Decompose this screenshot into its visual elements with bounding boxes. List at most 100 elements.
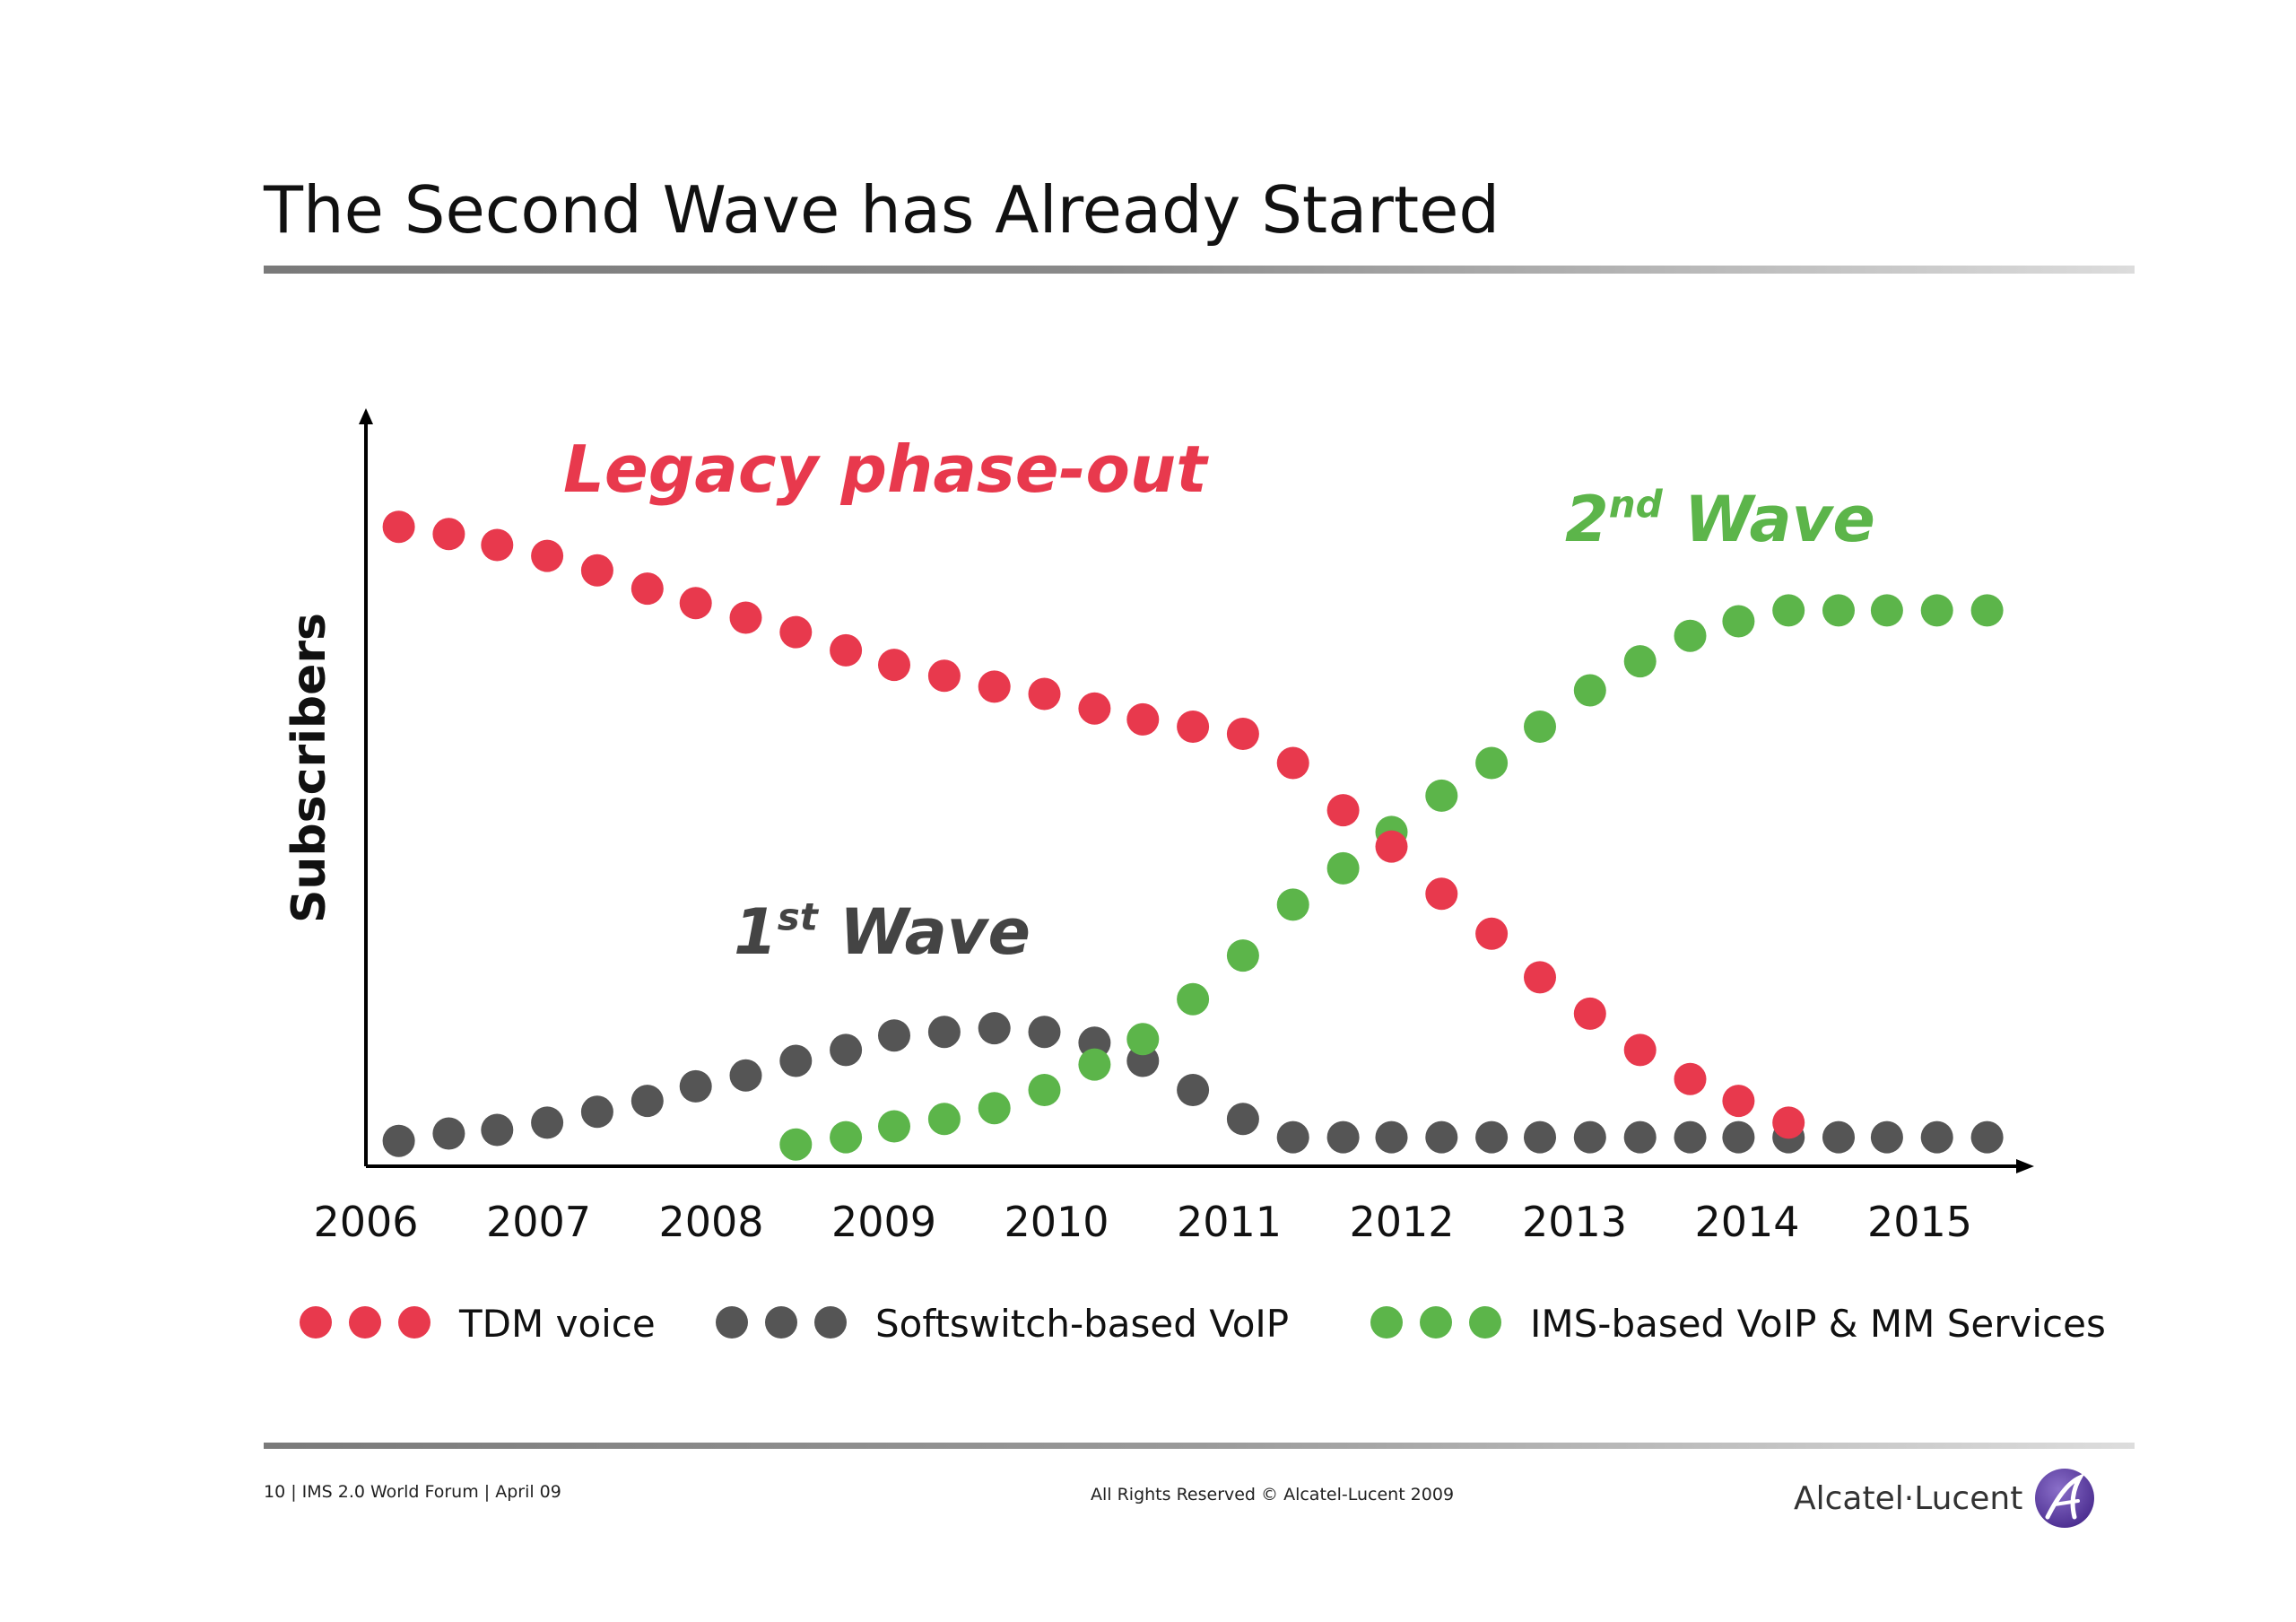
legend-marker [1469,1306,1501,1339]
data-point [1772,1106,1805,1139]
data-point [978,1012,1011,1045]
x-tick-labels: 2006 2007 2008 2009 2010 2011 2012 2013 2014 2015 [313,1198,1972,1246]
data-point [1524,711,1556,743]
data-point [679,587,712,620]
x-tick-label: 2006 [313,1198,418,1246]
data-point [1524,1121,1556,1154]
data-point [1126,702,1160,736]
x-axis-arrow [2016,1159,2034,1173]
y-axis-arrow [359,408,373,424]
legend-label: IMS-based VoIP & MM Services [1530,1302,2106,1346]
alcatel-lucent-logo: Alcatel·Lucent [1794,1466,2096,1530]
footer-left-text: 10 | IMS 2.0 World Forum | April 09 [264,1482,561,1502]
legend-marker [398,1306,430,1339]
legend-marker [349,1306,381,1339]
data-point [1822,1121,1855,1154]
series-softswitch [382,1012,2004,1157]
data-point [1326,851,1360,885]
data-point [1524,961,1556,994]
slide-title: The Second Wave has Already Started [264,172,1500,248]
legend-marker [1420,1306,1452,1339]
data-point [1028,1074,1061,1106]
data-point [1276,746,1309,780]
data-point [580,1095,613,1129]
legend-item-tdm: TDM voice [300,1302,656,1346]
data-point [1870,594,1903,627]
chart-marks [382,510,2004,1161]
y-axis-label: Subscribers [283,613,336,923]
legend-marker [300,1306,332,1339]
data-point [631,1085,664,1118]
annotation-legacy-phase-out: Legacy phase-out [563,432,1209,507]
legend-label: TDM voice [458,1302,656,1346]
x-tick-label: 2013 [1522,1198,1627,1246]
data-point [878,649,910,682]
data-point [729,601,762,634]
title-divider [264,266,2135,274]
data-point [382,1124,415,1157]
legend-item-ims: IMS-based VoIP & MM Services [1370,1302,2106,1346]
data-point [1028,677,1061,711]
data-point [1326,1121,1360,1154]
data-point [1674,1062,1707,1095]
data-point [1425,1121,1458,1154]
data-point [830,1033,863,1067]
footer-copyright: All Rights Reserved © Alcatel-Lucent 200… [1091,1485,1455,1504]
data-point [432,1117,465,1150]
legend-item-softswitch: Softswitch-based VoIP [716,1302,1289,1346]
data-point [1028,1016,1061,1049]
logo-text: Alcatel·Lucent [1794,1479,2023,1517]
footer-divider [264,1443,2135,1449]
data-point [1375,1121,1408,1154]
legend-marker [1370,1306,1403,1339]
data-point [1425,877,1458,911]
data-point [481,528,514,562]
data-point [779,1044,813,1077]
data-point [1226,1103,1259,1136]
x-tick-label: 2011 [1177,1198,1282,1246]
data-point [1822,594,1855,627]
legend-label: Softswitch-based VoIP [875,1302,1289,1346]
data-point [1573,997,1606,1030]
data-point [1722,1121,1755,1154]
data-point [1078,1048,1111,1081]
data-point [1573,674,1606,707]
chart-annotations: Legacy phase-out 1st Wave 2nd Wave [563,432,1875,969]
series-tdm [382,510,1805,1139]
legend-marker [716,1306,748,1339]
data-point [1674,1121,1707,1154]
data-point [729,1059,762,1092]
data-point [1623,645,1657,678]
data-point [1126,1023,1160,1056]
data-point [1177,711,1210,743]
data-point [1276,888,1309,921]
x-tick-label: 2010 [1004,1198,1109,1246]
legend-marker [814,1306,847,1339]
data-point [531,1106,564,1139]
data-point [580,554,613,587]
data-point [1226,718,1259,750]
data-point [1722,605,1755,638]
series-ims [779,594,2004,1161]
data-point [1920,594,1953,627]
annotation-second-wave: 2nd Wave [1565,482,1875,556]
data-point [830,633,863,667]
data-point [978,670,1011,703]
data-point [1375,830,1408,863]
data-point [1177,1074,1210,1106]
x-tick-label: 2015 [1867,1198,1972,1246]
x-tick-label: 2014 [1694,1198,1799,1246]
x-tick-label: 2008 [658,1198,763,1246]
data-point [779,615,813,649]
data-point [1276,1121,1309,1154]
data-point [927,1016,961,1049]
data-point [531,539,564,572]
data-point [1425,779,1458,812]
data-point [1226,939,1259,972]
chart-axes: Subscribers [283,408,2034,1173]
data-point [1078,692,1111,725]
data-point [878,1019,910,1052]
x-tick-label: 2012 [1349,1198,1454,1246]
logo-mark-icon [2035,1469,2095,1528]
data-point [978,1092,1011,1125]
